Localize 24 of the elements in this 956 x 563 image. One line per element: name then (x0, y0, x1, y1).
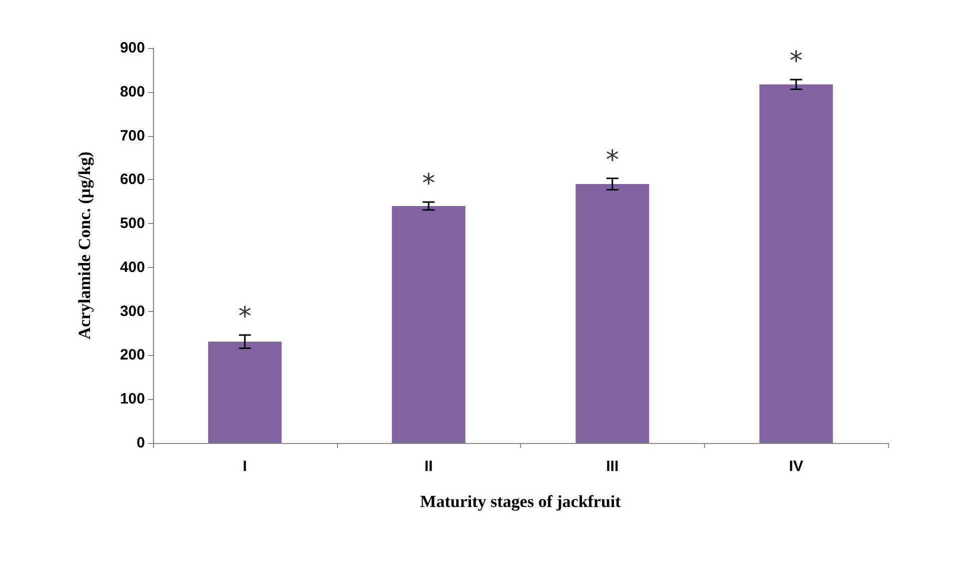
y-tick-label: 200 (120, 346, 145, 364)
y-tick-label: 300 (120, 302, 145, 320)
x-tick-label: IV (789, 458, 804, 475)
y-tick-label: 800 (120, 83, 145, 100)
x-axis-title: Maturity stages of jackfruit (420, 492, 622, 511)
x-tick-label: I (242, 458, 247, 475)
y-axis-title: Acrylamide Conc. (µg/kg) (75, 152, 94, 340)
annotation: * (790, 46, 803, 77)
bar (759, 84, 833, 443)
y-tick-label: 900 (120, 40, 145, 56)
y-tick-label: 500 (120, 215, 145, 232)
x-tick-label: III (606, 458, 619, 475)
y-tick-label: 700 (120, 127, 145, 144)
bar (392, 206, 466, 443)
y-tick-label: 100 (120, 390, 145, 408)
bar (208, 342, 282, 443)
annotation: * (422, 169, 436, 200)
bar (576, 184, 650, 443)
y-tick-label: 0 (136, 434, 145, 452)
annotation: * (606, 145, 619, 176)
y-tick-label: 400 (120, 258, 145, 276)
annotation: * (238, 302, 252, 332)
y-tick-label: 600 (120, 171, 145, 188)
x-tick-label: II (424, 458, 433, 475)
